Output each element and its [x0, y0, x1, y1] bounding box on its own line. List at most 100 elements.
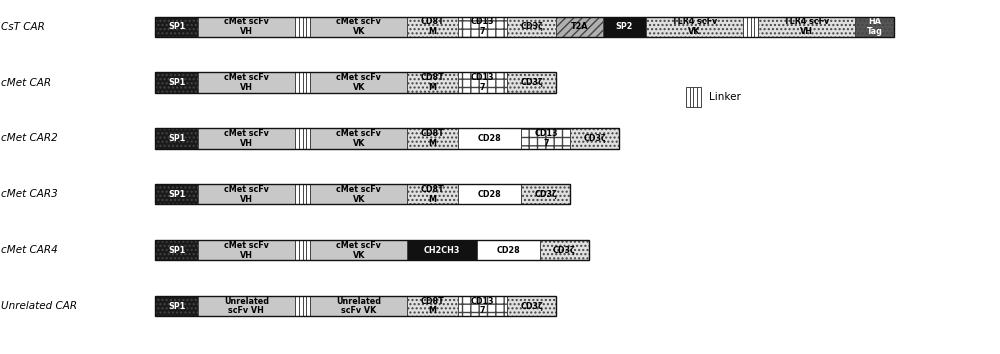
Bar — [295, 73, 310, 93]
Text: cMet scFv
VK: cMet scFv VK — [336, 129, 381, 148]
Text: cMet CAR3: cMet CAR3 — [1, 189, 58, 199]
Text: Unrelated
scFv VK: Unrelated scFv VK — [336, 297, 381, 315]
Bar — [458, 184, 521, 204]
Text: cMet scFv
VH: cMet scFv VH — [224, 185, 269, 204]
Text: CD8T
M: CD8T M — [421, 73, 445, 92]
Text: CD3ζ: CD3ζ — [535, 190, 557, 199]
Bar — [521, 128, 570, 149]
Bar — [295, 17, 310, 37]
Bar — [198, 184, 295, 204]
Text: CD13
7: CD13 7 — [471, 73, 494, 92]
Text: cMet scFv
VH: cMet scFv VH — [224, 129, 269, 148]
Text: SP1: SP1 — [168, 190, 185, 199]
Bar — [198, 128, 295, 149]
Text: CD3ζ: CD3ζ — [520, 22, 543, 31]
Bar — [407, 240, 477, 260]
Bar — [570, 128, 619, 149]
Bar — [540, 240, 589, 260]
Bar — [155, 240, 198, 260]
Bar — [198, 17, 295, 37]
Bar — [198, 73, 295, 93]
Text: cMet scFv
VH: cMet scFv VH — [224, 17, 269, 36]
Bar — [603, 17, 646, 37]
Text: cMet CAR: cMet CAR — [1, 78, 51, 87]
Bar — [458, 73, 507, 93]
Bar — [407, 128, 458, 149]
Text: cMet scFv
VK: cMet scFv VK — [336, 241, 381, 259]
Bar — [507, 17, 556, 37]
Bar — [855, 17, 894, 37]
Bar — [295, 296, 310, 316]
Text: CD8T
M: CD8T M — [421, 185, 445, 204]
Text: cMet CAR4: cMet CAR4 — [1, 245, 58, 255]
Bar — [155, 184, 198, 204]
Text: CD3ζ: CD3ζ — [520, 302, 543, 310]
Bar — [507, 296, 556, 316]
Bar — [310, 73, 407, 93]
Bar — [477, 240, 540, 260]
Text: HA
Tag: HA Tag — [867, 17, 882, 36]
Text: cMet scFv
VK: cMet scFv VK — [336, 73, 381, 92]
Text: cMet CAR2: cMet CAR2 — [1, 133, 58, 143]
Text: SP1: SP1 — [168, 22, 185, 31]
Bar — [155, 17, 894, 37]
Bar — [458, 17, 507, 37]
Text: SP1: SP1 — [168, 134, 185, 143]
Bar — [407, 73, 458, 93]
Bar — [556, 17, 603, 37]
Bar — [758, 17, 855, 37]
Bar — [155, 240, 589, 260]
Bar — [155, 17, 198, 37]
Text: CD28: CD28 — [478, 190, 502, 199]
Text: CH2CH3: CH2CH3 — [424, 246, 460, 255]
Text: Unrelated
scFv VH: Unrelated scFv VH — [224, 297, 269, 315]
Bar — [646, 17, 743, 37]
Text: CD8T
M: CD8T M — [421, 297, 445, 315]
Bar — [155, 184, 570, 204]
Text: CD13
7: CD13 7 — [534, 129, 558, 148]
Text: CD3ζ: CD3ζ — [553, 246, 576, 255]
Bar — [458, 296, 507, 316]
Text: CD8T
M: CD8T M — [421, 17, 445, 36]
Text: SP1: SP1 — [168, 302, 185, 310]
Text: CD3ζ: CD3ζ — [584, 134, 606, 143]
Text: CD13
7: CD13 7 — [471, 297, 494, 315]
Text: cMet scFv
VH: cMet scFv VH — [224, 73, 269, 92]
Bar — [155, 128, 198, 149]
Text: TLR4 scFv
VK: TLR4 scFv VK — [672, 17, 717, 36]
Text: TLR4 scFv
VH: TLR4 scFv VH — [784, 17, 829, 36]
Bar — [155, 296, 198, 316]
Bar — [155, 128, 619, 149]
Bar — [310, 296, 407, 316]
Text: cMet scFv
VK: cMet scFv VK — [336, 185, 381, 204]
Text: SP2: SP2 — [616, 22, 633, 31]
Bar — [155, 73, 198, 93]
Text: CsT CAR: CsT CAR — [1, 22, 45, 32]
Text: Linker: Linker — [709, 92, 741, 102]
Bar — [743, 17, 758, 37]
Bar — [310, 17, 407, 37]
Bar — [295, 240, 310, 260]
Bar — [155, 73, 556, 93]
Text: CD3ζ: CD3ζ — [520, 78, 543, 87]
Bar — [155, 296, 556, 316]
Bar — [407, 17, 458, 37]
Bar — [458, 128, 521, 149]
Text: SP1: SP1 — [168, 78, 185, 87]
Text: CD8T
M: CD8T M — [421, 129, 445, 148]
Text: T2A: T2A — [571, 22, 588, 31]
Bar — [295, 184, 310, 204]
Bar — [310, 128, 407, 149]
Bar — [310, 240, 407, 260]
Text: cMet scFv
VK: cMet scFv VK — [336, 17, 381, 36]
Text: SP1: SP1 — [168, 246, 185, 255]
Text: Unrelated CAR: Unrelated CAR — [1, 301, 77, 311]
Bar — [507, 73, 556, 93]
Text: cMet scFv
VH: cMet scFv VH — [224, 241, 269, 259]
Bar — [198, 240, 295, 260]
Bar — [310, 184, 407, 204]
Text: CD28: CD28 — [496, 246, 520, 255]
Bar — [407, 184, 458, 204]
Bar — [198, 296, 295, 316]
Bar — [407, 296, 458, 316]
